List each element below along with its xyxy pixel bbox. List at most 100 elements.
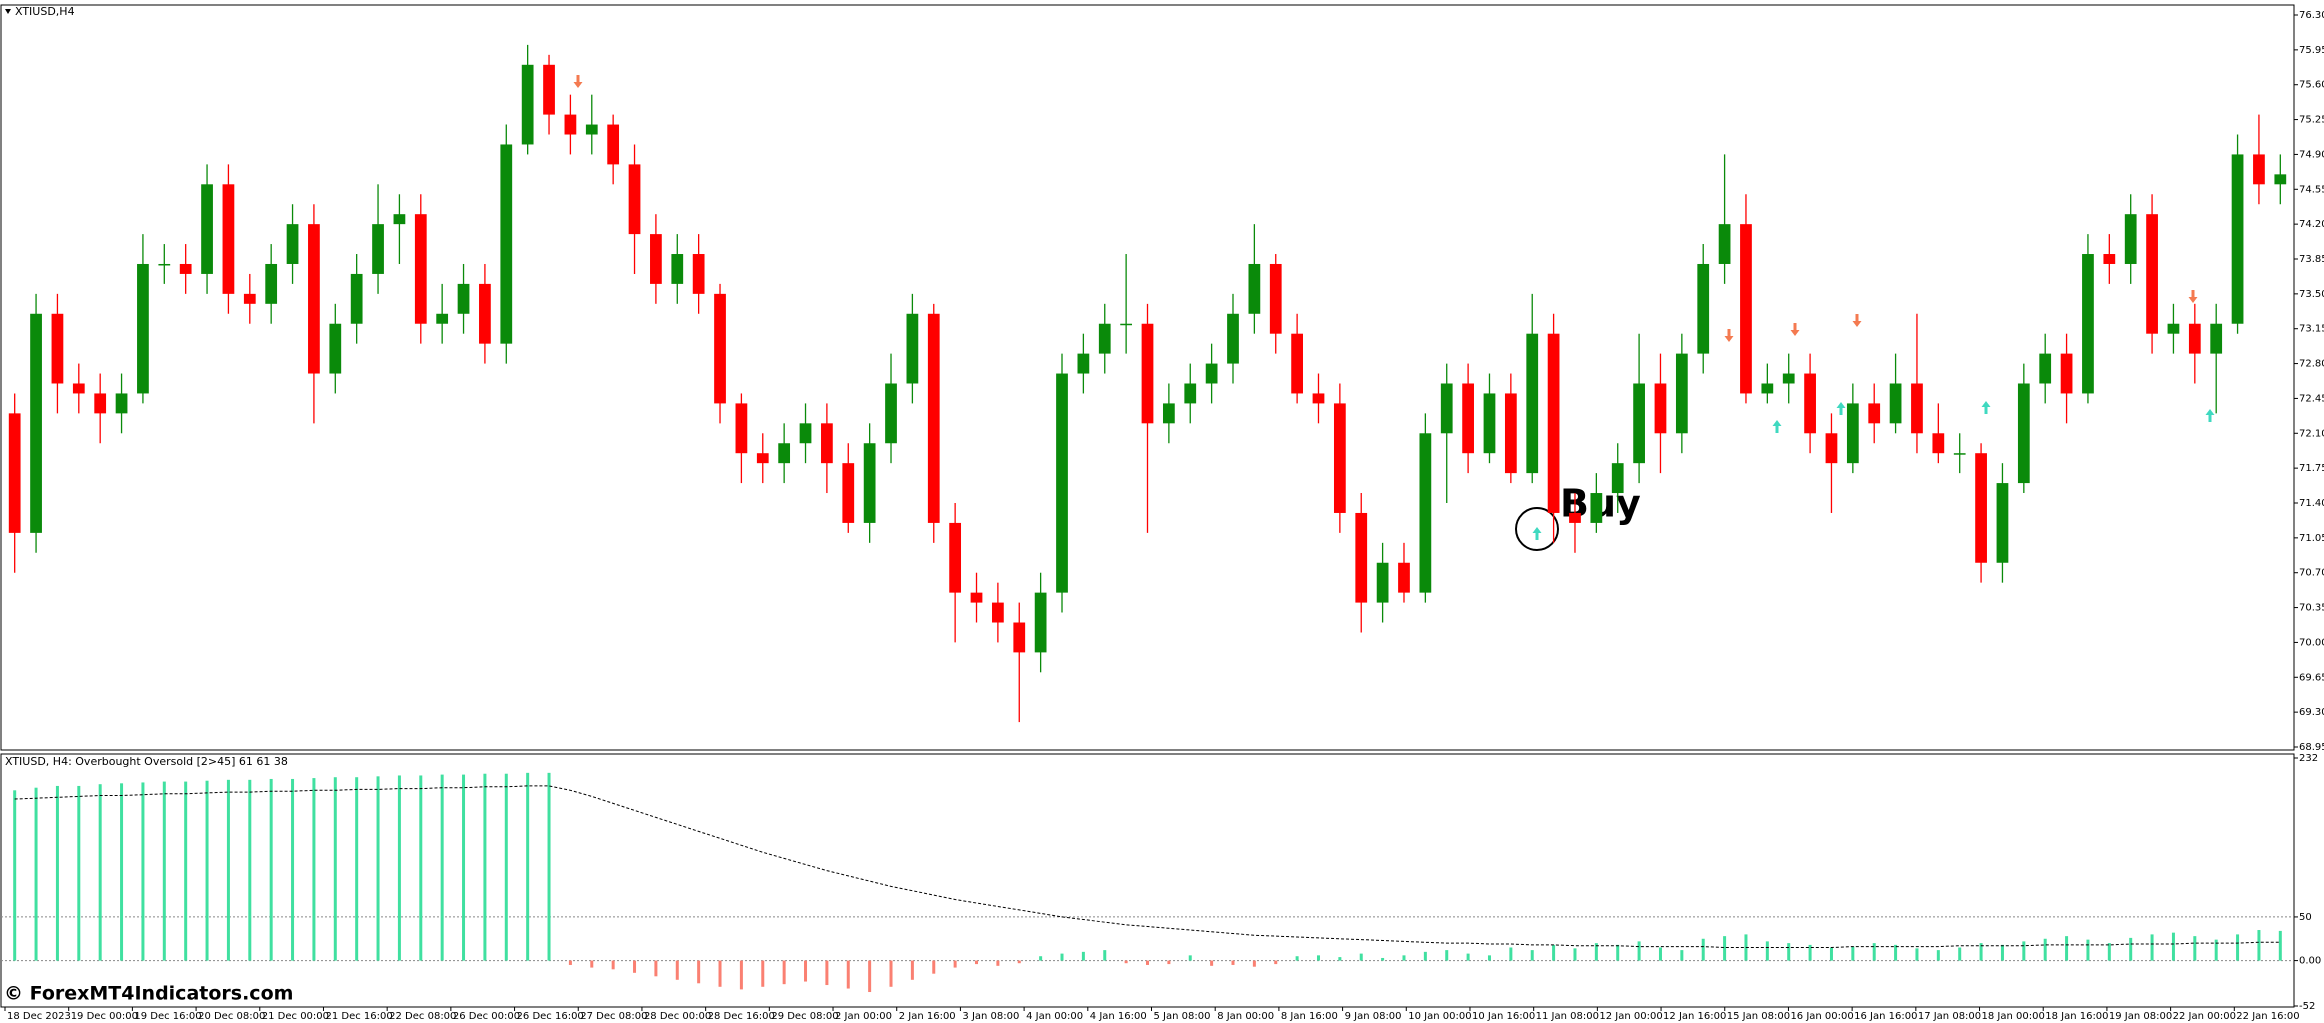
candle-body [2103, 254, 2116, 264]
histogram-bar [1509, 947, 1513, 961]
x-tick-label: 8 Jan 00:00 [1217, 1011, 1274, 1022]
histogram-bar [697, 960, 701, 984]
candle-body [1013, 622, 1026, 653]
histogram-bar [2171, 932, 2175, 961]
candle-body [1740, 224, 1752, 394]
candle-body [1419, 433, 1432, 593]
candle-body [243, 293, 256, 304]
candle-body [756, 453, 769, 464]
y-tick-label: 73.85 [2299, 254, 2324, 265]
histogram-bar [1894, 944, 1898, 961]
y-tick-label: 68.95 [2299, 742, 2324, 753]
histogram-bar [419, 775, 423, 961]
x-tick-label: 12 Jan 16:00 [1663, 1011, 1726, 1022]
histogram-bar [1274, 960, 1278, 965]
histogram-bar [462, 774, 466, 961]
y-tick-label: 72.10 [2299, 428, 2324, 439]
histogram-bar [2193, 936, 2197, 961]
candle-body [115, 393, 128, 414]
y-tick-label: 70.70 [2299, 568, 2324, 579]
histogram-bar [1787, 943, 1791, 961]
candle-body [286, 224, 299, 264]
candle-body [1120, 323, 1133, 326]
candle-body [1846, 403, 1859, 464]
histogram-bar [1616, 944, 1620, 961]
candle-body [457, 283, 470, 314]
candle-body [1227, 313, 1239, 364]
candle-body [1932, 433, 1945, 454]
candle-body [1034, 592, 1047, 653]
main-panel-frame [0, 4, 2295, 751]
candle-body [2167, 323, 2180, 334]
x-tick-label: 18 Jan 00:00 [1982, 1011, 2045, 1022]
x-tick-label: 22 Dec 08:00 [389, 1011, 456, 1022]
candle-body [51, 313, 64, 384]
histogram-bar [782, 960, 786, 985]
sell-arrow [573, 75, 583, 88]
histogram-bar [996, 960, 1000, 966]
histogram-bar [2022, 941, 2026, 961]
histogram-bar [568, 960, 572, 965]
histogram-bar [1039, 956, 1043, 961]
histogram-bar [1979, 943, 1983, 961]
histogram-bar [1445, 950, 1449, 961]
histogram-bar [1060, 953, 1064, 961]
y-tick-label: 70.00 [2299, 637, 2324, 648]
candle-body [1697, 263, 1710, 354]
histogram-bar [184, 781, 188, 961]
candle-body [1205, 363, 1218, 384]
candle-body [479, 283, 491, 344]
candle-body [521, 64, 534, 145]
histogram-bar [333, 777, 337, 961]
y-tick-label: 70.35 [2299, 603, 2324, 614]
x-tick-label: 4 Jan 00:00 [1026, 1011, 1083, 1022]
histogram-bar [1381, 957, 1385, 961]
histogram-bar [675, 960, 679, 980]
candle-body [799, 423, 812, 444]
candle-body [2124, 214, 2137, 264]
x-tick-label: 19 Jan 08:00 [2109, 1011, 2172, 1022]
watermark: © ForexMT4Indicators.com [4, 983, 293, 1005]
buy-circle [1515, 507, 1559, 551]
main-title: XTIUSD,H4 [15, 5, 75, 18]
candle-body [1889, 383, 1902, 424]
candle-body [350, 273, 363, 324]
candle-body [1462, 383, 1474, 454]
histogram-bar [1701, 938, 1705, 961]
histogram-bar [1680, 950, 1684, 961]
candle-body [992, 602, 1004, 623]
candle-body [2188, 323, 2201, 354]
candle-body [1611, 463, 1624, 494]
candle-body [72, 383, 85, 394]
histogram-bar [1958, 947, 1962, 961]
histogram-bar [120, 783, 124, 961]
histogram-bar [889, 960, 893, 987]
candle-body [1355, 512, 1368, 603]
sell-arrows [573, 75, 2198, 342]
candle-body [2082, 254, 2094, 394]
histogram-bar [1637, 941, 1641, 961]
y-tick-label: 75.60 [2299, 80, 2324, 91]
sell-arrow [1724, 329, 1734, 342]
y-tick-label: 73.15 [2299, 324, 2324, 335]
candle-body [564, 114, 577, 135]
histogram-bar [804, 960, 808, 982]
histogram-bar [1252, 960, 1256, 967]
candle-body [927, 313, 940, 523]
candle-body [329, 323, 342, 374]
candle-body [1911, 383, 1923, 434]
candle-body [1248, 263, 1261, 314]
candle-body [1953, 453, 1966, 455]
candle-body [714, 293, 726, 404]
histogram-bar [1487, 955, 1491, 961]
histogram-bar [1872, 943, 1876, 961]
candle-body [1312, 393, 1325, 404]
candle-body [1675, 353, 1688, 434]
x-tick-label: 5 Jan 08:00 [1154, 1011, 1211, 1022]
indicator-title: XTIUSD, H4: Overbought Oversold [2>45] 6… [5, 755, 288, 768]
histogram-bar [739, 960, 743, 990]
candle-body [201, 184, 213, 274]
x-tick-label: 20 Dec 08:00 [198, 1011, 265, 1022]
histogram-bar [2150, 934, 2154, 961]
candle-body [1333, 403, 1346, 513]
